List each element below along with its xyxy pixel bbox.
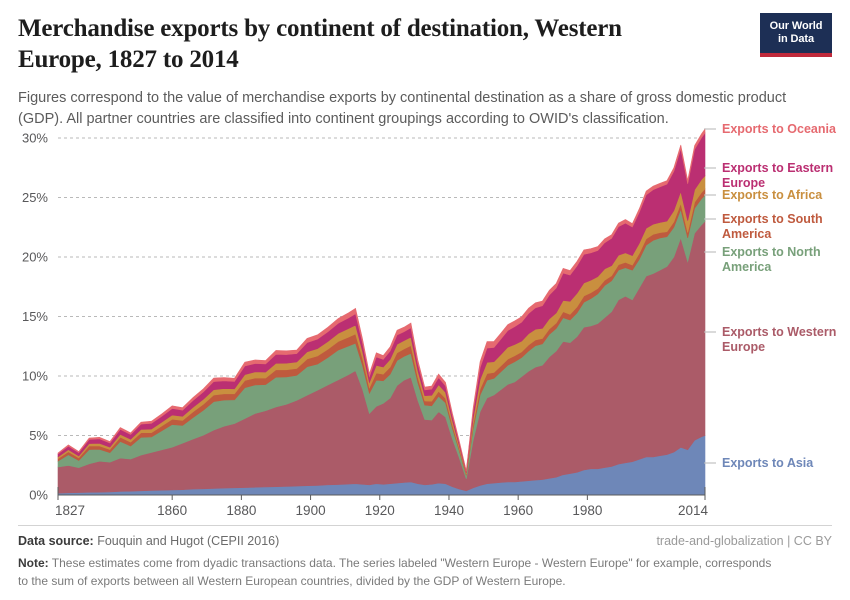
x-axis-tick-label: 2014 [678,503,709,518]
y-axis-tick-label: 10% [22,369,48,384]
chart-header: Merchandise exports by continent of dest… [0,0,850,129]
chart-note: Note: These estimates come from dyadic t… [18,555,778,590]
legend-label-exports-to-africa[interactable]: Exports to Africa [722,188,823,202]
legend-label-exports-to-oceania[interactable]: Exports to Oceania [722,122,837,136]
legend-label-exports-to-north-america[interactable]: America [722,260,772,274]
data-source-value: Fouquin and Hugot (CEPII 2016) [93,534,280,549]
footer-divider [18,525,832,527]
legend-label-exports-to-south-america[interactable]: Exports to South [722,212,823,226]
y-axis-tick-label: 30% [22,131,48,146]
x-axis-tick-label: 1880 [226,503,256,518]
legend-label-exports-to-asia[interactable]: Exports to Asia [722,456,814,470]
x-axis-tick-label: 1920 [365,503,395,518]
data-source: Data source: Fouquin and Hugot (CEPII 20… [18,534,279,548]
owid-logo[interactable]: Our World in Data [760,13,832,57]
x-axis-tick-label: 1940 [434,503,464,518]
y-axis-tick-label: 20% [22,250,48,265]
x-axis-tick-label: 1827 [55,503,85,518]
y-axis-tick-label: 25% [22,190,48,205]
chart-footer: Data source: Fouquin and Hugot (CEPII 20… [18,525,832,590]
chart-subtitle: Figures correspond to the value of merch… [18,90,787,127]
license-text[interactable]: trade-and-globalization | CC BY [656,534,832,549]
x-axis-tick-label: 1960 [503,503,533,518]
legend-label-exports-to-south-america[interactable]: America [722,227,772,241]
logo-line-2: in Data [778,32,814,45]
y-axis-tick-label: 15% [22,309,48,324]
chart-area[interactable]: 0% 5% 10% 15% 20% 25% 30% 1827 1860 1880 1900 1920 1… [0,118,850,518]
legend-label-exports-to-north-america[interactable]: Exports to North [722,245,821,259]
x-axis-tick-label: 1900 [296,503,326,518]
x-axis-tick-label: 1860 [157,503,187,518]
legend-label-exports-to-eastern-europe[interactable]: Europe [722,176,765,190]
y-axis-tick-label: 5% [29,428,48,443]
area-series-exports-to-oceania[interactable] [57,128,706,472]
stacked-area-chart[interactable]: 0% 5% 10% 15% 20% 25% 30% 1827 1860 1880 1900 1920 1… [0,118,850,518]
y-axis-tick-label: 0% [29,488,48,503]
legend-label-exports-to-western-europe[interactable]: Europe [722,340,765,354]
legend-label-exports-to-eastern-europe[interactable]: Exports to Eastern [722,161,833,175]
logo-line-1: Our World [769,20,823,33]
data-source-label: Data source: [18,534,94,549]
page-title: Merchandise exports by continent of dest… [18,15,622,73]
note-label: Note: [18,556,49,571]
note-value: These estimates come from dyadic transac… [18,556,772,588]
legend-label-exports-to-western-europe[interactable]: Exports to Western [722,325,836,339]
x-axis-tick-label: 1980 [572,503,602,518]
